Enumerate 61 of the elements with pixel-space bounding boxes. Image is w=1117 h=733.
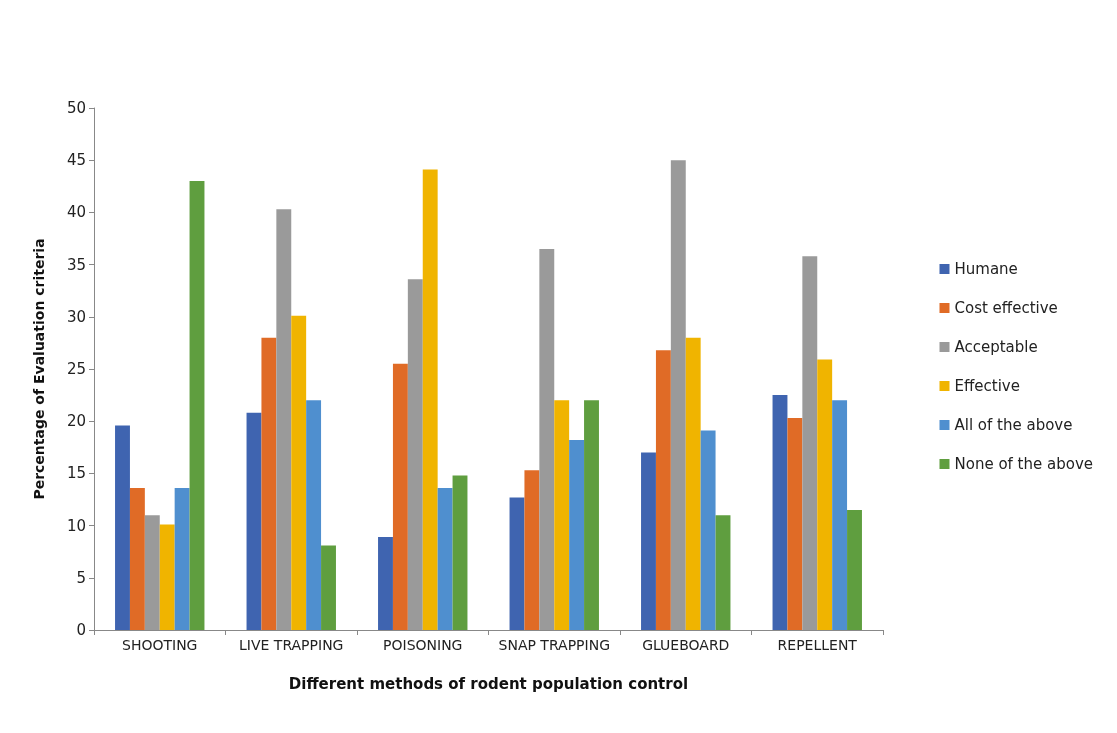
bar bbox=[670, 160, 686, 630]
y-tick-label: 45 bbox=[66, 151, 86, 170]
y-tick-label: 0 bbox=[76, 621, 86, 639]
bar bbox=[129, 488, 145, 630]
bar bbox=[174, 488, 190, 630]
bar bbox=[407, 279, 423, 630]
bar bbox=[584, 400, 599, 630]
bar bbox=[509, 497, 525, 630]
bar bbox=[189, 181, 205, 630]
bar bbox=[685, 337, 701, 630]
bar bbox=[715, 515, 731, 630]
bar bbox=[291, 315, 307, 630]
x-axis-title: Different methods of rodent population control bbox=[288, 674, 689, 693]
y-tick-label: 5 bbox=[76, 568, 86, 587]
bar bbox=[847, 509, 862, 630]
bar bbox=[378, 537, 393, 630]
bar bbox=[452, 475, 468, 630]
y-tick-label: 35 bbox=[66, 255, 86, 274]
bar bbox=[802, 256, 818, 630]
legend-label: Cost effective bbox=[954, 299, 1058, 317]
x-tick-label: POISONING bbox=[383, 637, 463, 653]
bar bbox=[569, 439, 585, 630]
bar bbox=[306, 400, 322, 630]
y-tick-label: 50 bbox=[66, 99, 86, 117]
x-tick-label: SNAP TRAPPING bbox=[498, 637, 610, 653]
bar bbox=[641, 452, 656, 630]
legend-label: All of the above bbox=[954, 416, 1073, 434]
bar bbox=[539, 248, 555, 630]
bar bbox=[276, 209, 292, 630]
bar bbox=[787, 418, 803, 630]
bar bbox=[261, 337, 277, 630]
bar bbox=[832, 400, 848, 630]
bar bbox=[700, 430, 716, 630]
bar bbox=[392, 363, 408, 630]
bar bbox=[554, 400, 570, 630]
bar bbox=[437, 488, 453, 630]
legend-label: Acceptable bbox=[954, 338, 1038, 356]
bar bbox=[817, 359, 833, 630]
bar bbox=[115, 425, 130, 630]
y-tick-label: 40 bbox=[66, 203, 86, 222]
y-tick-label: 30 bbox=[66, 307, 86, 326]
bar bbox=[655, 350, 671, 630]
x-tick-label: LIVE TRAPPING bbox=[239, 637, 344, 653]
bar bbox=[321, 545, 336, 630]
y-tick-label: 10 bbox=[66, 516, 86, 535]
bar bbox=[772, 395, 788, 630]
legend-label: Humane bbox=[954, 260, 1018, 278]
bar bbox=[524, 470, 540, 630]
y-tick-label: 20 bbox=[66, 412, 86, 431]
bar bbox=[422, 169, 438, 630]
bar bbox=[246, 412, 262, 630]
legend-label: Effective bbox=[954, 377, 1020, 395]
y-tick-label: 15 bbox=[66, 464, 86, 483]
bar bbox=[159, 524, 175, 630]
bar bbox=[144, 515, 160, 630]
y-tick-label: 25 bbox=[66, 360, 86, 378]
x-tick-label: SHOOTING bbox=[122, 637, 198, 653]
x-tick-label: GLUEBOARD bbox=[642, 637, 730, 653]
legend-label: None of the above bbox=[954, 455, 1094, 473]
y-axis-title: Percentage of Evaluation criteria bbox=[31, 238, 47, 500]
x-tick-label: REPELLENT bbox=[777, 637, 858, 653]
